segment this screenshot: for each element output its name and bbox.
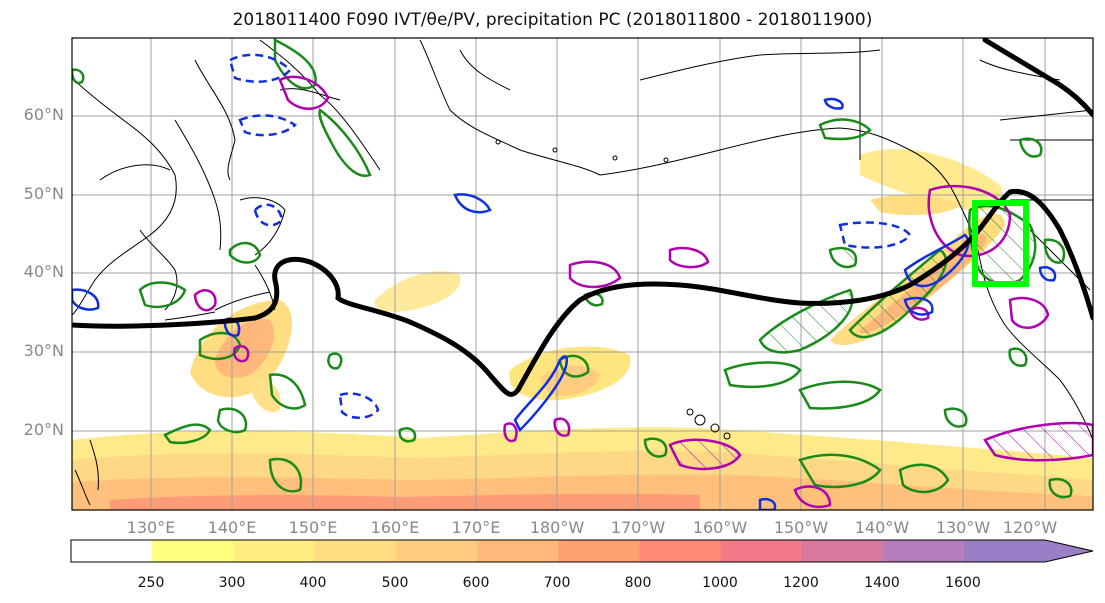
colorbar-swatch	[152, 540, 234, 562]
lat-label: 20°N	[23, 420, 64, 439]
colorbar-tick: 1400	[864, 575, 900, 591]
colorbar-swatch	[477, 540, 559, 562]
region-box	[972, 200, 1029, 287]
lon-label: 140°W	[854, 518, 910, 537]
pv-contours	[193, 75, 1093, 509]
colorbar-swatch	[801, 540, 884, 562]
grid-lines	[72, 38, 1093, 510]
islands	[495, 139, 731, 440]
colorbar-tick: 1000	[702, 575, 738, 591]
colorbar	[70, 539, 1094, 563]
colorbar-swatch	[233, 540, 316, 562]
lon-label: 130°W	[935, 518, 991, 537]
colorbar-tick: 800	[624, 575, 652, 591]
lon-label: 170°W	[610, 518, 666, 537]
lon-label: 150°W	[773, 518, 829, 537]
colorbar-tick: 250	[137, 575, 165, 591]
colorbar-tick: 1200	[783, 575, 819, 591]
lon-label: 130°E	[126, 518, 176, 537]
colorbar-tick: 1600	[945, 575, 981, 591]
lon-label: 160°E	[370, 518, 420, 537]
map-frame	[71, 37, 1094, 511]
lat-label: 60°N	[23, 105, 64, 124]
lon-label: 170°E	[451, 518, 501, 537]
colorbar-swatch	[639, 540, 722, 562]
lat-label: 40°N	[23, 262, 64, 281]
lon-label: 120°W	[1002, 518, 1058, 537]
colorbar-swatches	[71, 540, 1093, 562]
lon-label: 160°W	[692, 518, 748, 537]
lat-label: 50°N	[23, 184, 64, 203]
colorbar-outline	[70, 539, 1094, 563]
colorbar-tick: 500	[381, 575, 409, 591]
colorbar-swatch	[395, 540, 478, 562]
colorbar-swatch	[71, 540, 153, 562]
ivt-shading	[72, 149, 1093, 510]
lon-label: 180°W	[529, 518, 585, 537]
colorbar-tick: 700	[543, 575, 571, 591]
map-plot-area	[72, 38, 1093, 510]
colorbar-swatch	[314, 540, 397, 562]
colorbar-swatch	[558, 540, 640, 562]
lat-label: 30°N	[23, 341, 64, 360]
lon-label: 140°E	[207, 518, 257, 537]
colorbar-tick: 300	[218, 575, 246, 591]
colorbar-swatch	[964, 540, 1093, 562]
colorbar-swatch	[883, 540, 965, 562]
colorbar-swatch	[720, 540, 803, 562]
lon-label: 150°E	[288, 518, 338, 537]
theta-e-contours	[72, 38, 1093, 397]
colorbar-tick: 600	[462, 575, 490, 591]
map-title: 2018011400 F090 IVT/θe/PV, precipitation…	[232, 10, 873, 30]
colorbar-tick: 400	[299, 575, 327, 591]
ivt-contours	[72, 53, 1057, 510]
